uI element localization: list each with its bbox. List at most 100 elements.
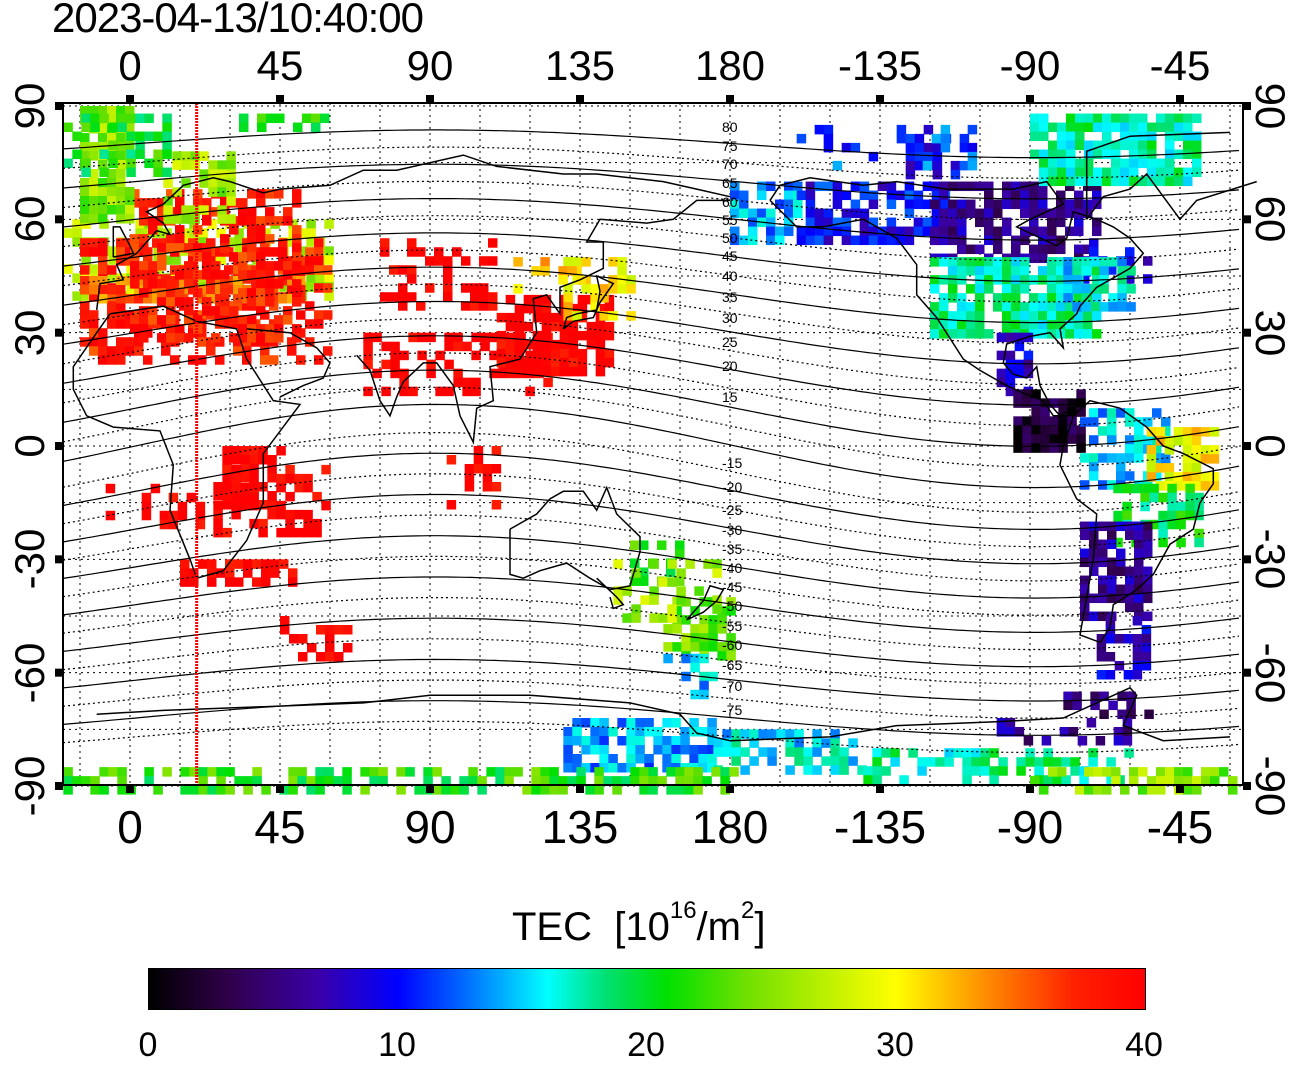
tec-cell (1049, 398, 1059, 408)
tec-cell (599, 736, 609, 746)
tec-cell (1164, 463, 1175, 473)
tec-cell (1084, 113, 1094, 124)
tec-cell (1146, 463, 1157, 473)
tec-cell (1089, 462, 1099, 472)
tec-cell (1167, 483, 1177, 494)
tec-cell (563, 727, 573, 737)
tec-cell (252, 767, 262, 777)
tec-cell (443, 256, 453, 266)
tec-cell (1089, 566, 1099, 577)
tec-cell (1038, 244, 1048, 255)
tec-cell (630, 767, 640, 777)
tec-cell (984, 257, 994, 267)
tec-cell (380, 238, 390, 248)
tec-cell (98, 187, 108, 197)
tec-cell (595, 321, 606, 332)
tec-cell (157, 288, 167, 298)
tec-cell (1057, 176, 1067, 187)
tec-cell (211, 270, 221, 280)
tec-cell (1134, 584, 1144, 595)
tec-cell (814, 124, 825, 135)
tec-cell (794, 756, 804, 766)
tec-cell (590, 745, 600, 755)
tec-cell (648, 785, 658, 795)
tec-cell (1182, 472, 1193, 482)
tec-cell (292, 279, 302, 289)
tec-cell (905, 169, 916, 180)
tec-cell (1066, 176, 1076, 187)
tec-cell (980, 748, 990, 758)
tec-cell (996, 727, 1007, 737)
tec-cell (776, 729, 786, 739)
tec-cell (98, 294, 108, 304)
tec-cell (175, 234, 185, 244)
tec-cell (939, 257, 949, 267)
tec-cell (1102, 785, 1112, 795)
tec-cell (1048, 767, 1058, 777)
tec-cell (139, 198, 149, 208)
tec-cell (713, 738, 723, 748)
tec-cell (599, 745, 609, 755)
tec-cell (80, 337, 90, 347)
tec-cell (1047, 293, 1057, 303)
tec-cell (908, 748, 918, 758)
tec-cell (135, 131, 145, 142)
tec-cell (231, 500, 241, 511)
tec-cell (1125, 417, 1135, 427)
tec-cell (1076, 389, 1086, 399)
tec-cell (726, 642, 736, 652)
tec-cell (971, 748, 981, 758)
top-longitude-label: 0 (118, 42, 142, 89)
tec-cell (181, 160, 191, 170)
tec-cell (305, 247, 315, 257)
tec-cell (1020, 190, 1030, 201)
tec-cell (288, 577, 298, 587)
tec-cell (1183, 122, 1193, 133)
tec-cell (1147, 131, 1157, 142)
tec-cell (153, 131, 163, 142)
tec-cell (216, 785, 226, 795)
tec-cell (1005, 368, 1016, 379)
tec-cell (1074, 311, 1084, 321)
tec-cell (993, 302, 1003, 312)
tec-cell (577, 357, 588, 368)
tec-cell (1134, 548, 1144, 559)
tec-cell (1138, 785, 1148, 795)
tec-cell (144, 131, 154, 142)
tec-cell (1144, 709, 1154, 720)
tec-cell (1089, 417, 1099, 427)
tec-cell (541, 357, 552, 368)
tec-cell (939, 320, 949, 330)
mag-contour (62, 700, 1240, 736)
tec-cell (514, 303, 525, 314)
tec-cell (417, 350, 427, 361)
tec-cell (563, 754, 573, 764)
tec-cell (957, 235, 967, 246)
tec-cell (568, 366, 579, 377)
tec-cell (690, 653, 700, 664)
tec-cell (226, 169, 236, 179)
tec-cell (975, 320, 985, 330)
tec-cell (1039, 122, 1049, 133)
tec-cell (957, 266, 967, 276)
tec-cell (98, 337, 108, 347)
tec-cell (821, 738, 831, 748)
tec-cell (932, 160, 943, 171)
tec-cell (1075, 785, 1085, 795)
tec-cell (672, 606, 682, 616)
tec-cell (240, 455, 250, 465)
tec-cell (523, 321, 534, 332)
mag-contour (62, 335, 1240, 406)
tec-cell (172, 151, 182, 161)
tec-cell (453, 377, 463, 388)
tec-cell (1096, 652, 1107, 662)
tec-cell (189, 785, 199, 795)
tec-cell (1098, 575, 1108, 586)
tec-cell (141, 510, 152, 521)
tec-cell (1156, 167, 1166, 178)
tec-cell (1164, 472, 1175, 482)
top-longitude-label: -135 (837, 42, 923, 89)
tec-cell (116, 151, 126, 161)
tec-cell (257, 122, 267, 133)
tec-cell (739, 199, 749, 210)
